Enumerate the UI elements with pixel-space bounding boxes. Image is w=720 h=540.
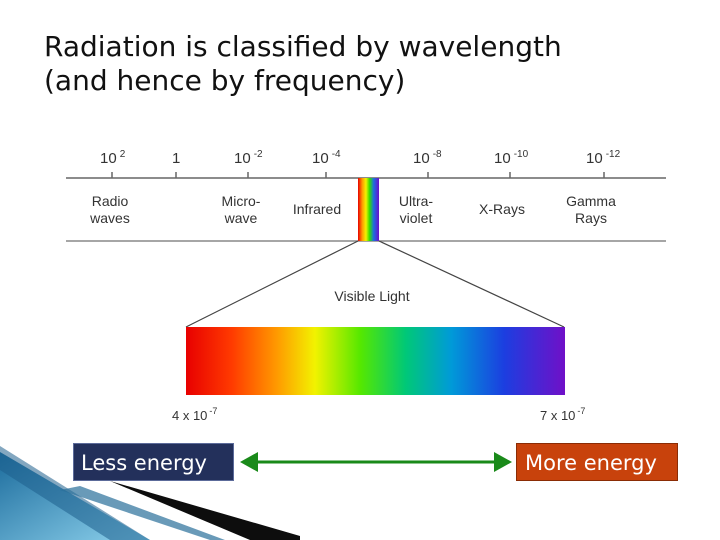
title-line-1: Radiation is classified by wavelength (44, 30, 562, 63)
region-xrays: X-Rays (479, 201, 525, 217)
region-radio-line2: waves (89, 210, 130, 226)
region-gamma-line1: Gamma (566, 193, 616, 209)
slide-title: Radiation is classified by wavelength (a… (44, 30, 562, 98)
expansion-line-right (378, 240, 565, 328)
tick-label-5: 10 -8 (413, 149, 442, 167)
more-energy-box: More energy (516, 443, 678, 481)
tick-label-2: 1 (172, 150, 180, 167)
less-energy-box: Less energy (73, 443, 234, 481)
tick-label-4: 10 -4 (312, 149, 341, 167)
visible-light-label: Visible Light (334, 288, 409, 304)
tick-label-3: 10 -2 (234, 149, 263, 167)
visible-right-wavelength: 7 x 10 -7 (540, 406, 585, 423)
region-ultraviolet-line1: Ultra- (399, 193, 434, 209)
region-ultraviolet-line2: violet (400, 210, 433, 226)
region-gamma-line2: Rays (575, 210, 607, 226)
title-line-2: (and hence by frequency) (44, 64, 406, 97)
visible-left-wavelength: 4 x 10 -7 (172, 406, 217, 423)
tick-label-1: 10 2 (100, 149, 126, 167)
tick-label-6: 10 -10 (494, 149, 529, 167)
region-microwave-line1: Micro- (222, 193, 261, 209)
visible-spectrum (186, 327, 565, 395)
region-radio-line1: Radio (92, 193, 129, 209)
expansion-line-left (185, 240, 359, 328)
region-microwave-line2: wave (224, 210, 258, 226)
tick-marks (111, 172, 605, 178)
energy-arrow (240, 452, 512, 472)
region-infrared: Infrared (293, 201, 341, 217)
tick-label-7: 10 -12 (586, 149, 621, 167)
corner-decoration (0, 446, 300, 540)
visible-strip (358, 178, 379, 241)
